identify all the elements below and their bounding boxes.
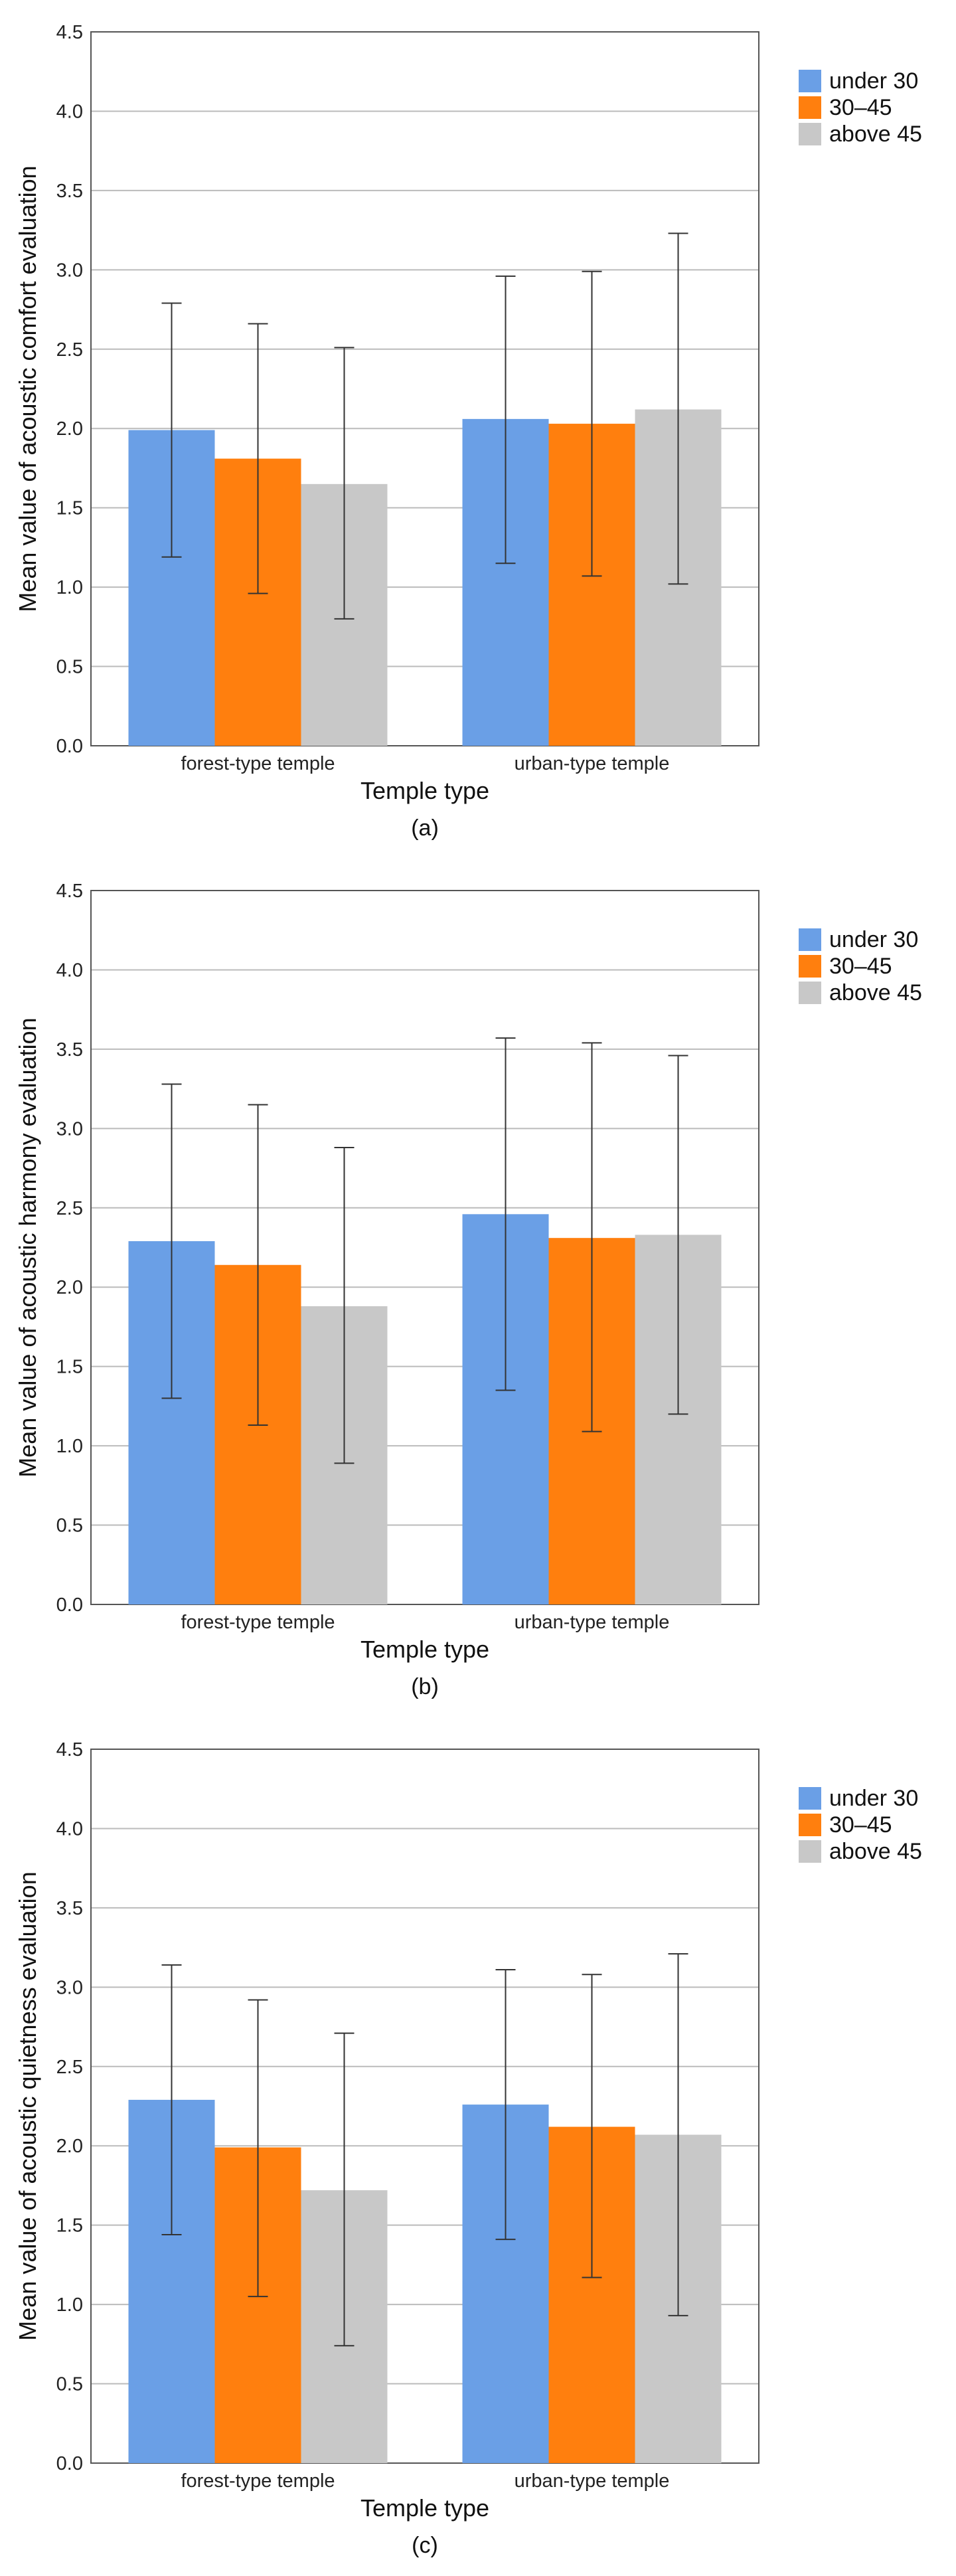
figure-caption: (c): [412, 2533, 438, 2558]
x-tick-label: forest-type temple: [181, 1612, 335, 1633]
chart-panel-a: 0.0 0.5 1.0 1.5 2.0 2.5 3.0 3.5 4.0 4.5 forest-typ…: [14, 22, 922, 841]
y-tick-label: 4.5: [56, 881, 83, 902]
legend-label: under 30: [829, 927, 918, 952]
legend-swatch: [799, 1787, 821, 1810]
y-tick-label: 3.0: [56, 1118, 83, 1140]
x-axis-title: Temple type: [360, 2494, 489, 2522]
y-tick-label: 2.0: [56, 1277, 83, 1298]
y-tick-label: 1.5: [56, 2215, 83, 2237]
figure-caption: (b): [411, 1674, 439, 1699]
y-tick-label: 0.0: [56, 2453, 83, 2474]
y-tick-label: 0.0: [56, 1594, 83, 1616]
legend-swatch: [799, 96, 821, 119]
y-tick-label: 4.5: [56, 1739, 83, 1760]
legend-swatch: [799, 1814, 821, 1836]
legend-swatch: [799, 955, 821, 978]
chart-panel-b: 0.0 0.5 1.0 1.5 2.0 2.5 3.0 3.5 4.0 4.5 forest-typ…: [14, 881, 922, 1699]
x-tick-label: urban-type temple: [515, 753, 670, 774]
legend-label: under 30: [829, 68, 918, 94]
y-tick-label: 0.0: [56, 736, 83, 757]
y-tick-label: 1.0: [56, 2294, 83, 2316]
x-axis-title: Temple type: [360, 777, 489, 804]
y-tick-label: 0.5: [56, 1515, 83, 1537]
y-tick-label: 2.5: [56, 1198, 83, 1219]
y-tick-label: 3.5: [56, 1039, 83, 1061]
plot-frame: [90, 1749, 759, 2464]
legend-swatch: [799, 982, 821, 1004]
legend-label: above 45: [829, 122, 922, 147]
y-tick-label: 1.0: [56, 1436, 83, 1457]
y-axis-title: Mean value of acoustic harmony evaluatio…: [14, 1017, 41, 1477]
y-tick-label: 4.0: [56, 101, 83, 122]
x-tick-label: urban-type temple: [515, 1612, 670, 1633]
x-tick-label: forest-type temple: [181, 753, 335, 774]
y-tick-label: 2.5: [56, 2057, 83, 2078]
legend-swatch: [799, 123, 821, 145]
y-tick-label: 0.5: [56, 2374, 83, 2395]
legend-label: under 30: [829, 1786, 918, 1811]
y-tick-label: 4.0: [56, 1818, 83, 1840]
x-tick-label: forest-type temple: [181, 2470, 335, 2492]
legend-label: above 45: [829, 1839, 922, 1864]
legend-label: 30–45: [829, 1812, 892, 1838]
figure-caption: (a): [411, 816, 439, 841]
y-tick-label: 0.5: [56, 657, 83, 678]
y-tick-label: 4.0: [56, 960, 83, 981]
y-axis-title: Mean value of acoustic quietness evaluat…: [14, 1871, 41, 2340]
x-axis-title: Temple type: [360, 1636, 489, 1663]
y-tick-label: 3.5: [56, 181, 83, 202]
y-tick-label: 3.5: [56, 1898, 83, 1919]
y-tick-label: 1.0: [56, 577, 83, 598]
y-tick-label: 2.0: [56, 418, 83, 440]
legend-swatch: [799, 928, 821, 951]
y-axis-title: Mean value of acoustic comfort evaluatio…: [14, 165, 41, 612]
chart-panel-c: 0.0 0.5 1.0 1.5 2.0 2.5 3.0 3.5 4.0 4.5 forest-typ…: [14, 1739, 922, 2558]
plot-frame: [90, 890, 759, 1605]
y-tick-label: 2.5: [56, 339, 83, 361]
y-tick-label: 3.0: [56, 1977, 83, 1998]
x-tick-label: urban-type temple: [515, 2470, 670, 2492]
legend-label: 30–45: [829, 954, 892, 979]
y-tick-label: 4.5: [56, 22, 83, 43]
y-tick-label: 1.5: [56, 498, 83, 519]
y-tick-label: 2.0: [56, 2136, 83, 2157]
legend-label: 30–45: [829, 95, 892, 120]
legend-swatch: [799, 1840, 821, 1863]
plot-frame: [90, 31, 759, 746]
y-tick-label: 3.0: [56, 260, 83, 281]
y-tick-label: 1.5: [56, 1357, 83, 1378]
legend-swatch: [799, 70, 821, 92]
legend-label: above 45: [829, 980, 922, 1005]
